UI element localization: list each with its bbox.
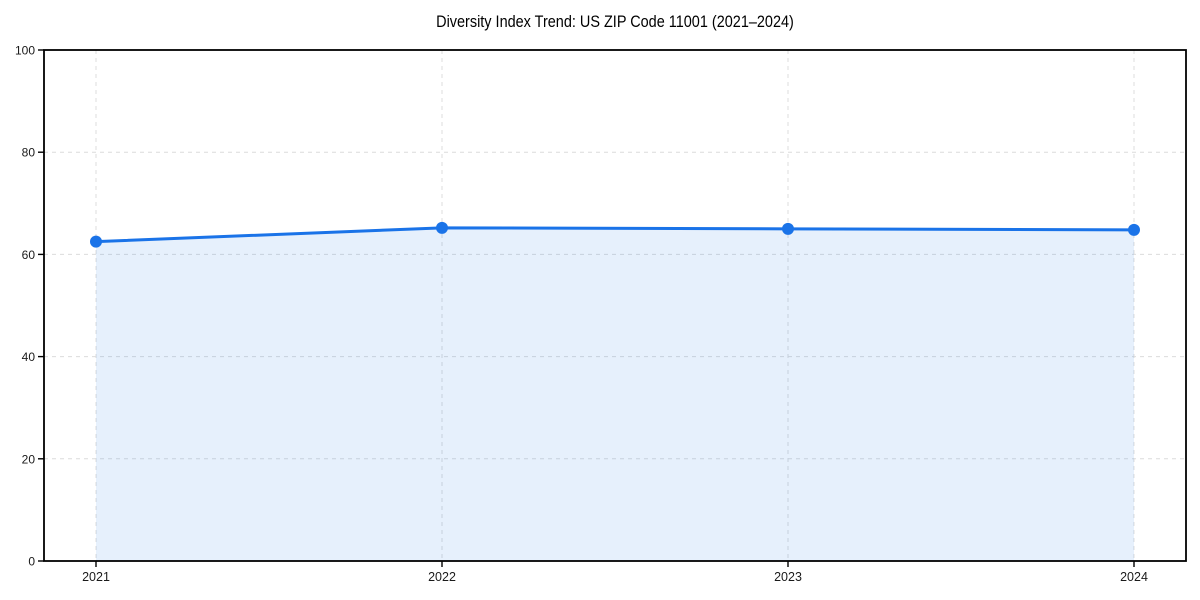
data-point: [436, 221, 448, 234]
x-tick-label: 2023: [774, 570, 802, 584]
plot-border: [43, 49, 1187, 562]
data-point: [782, 222, 794, 235]
y-tick-label: 80: [22, 146, 36, 160]
trend-line: [94, 226, 1136, 244]
y-tick-label: 20: [22, 452, 36, 466]
x-tick-label: 2021: [82, 570, 110, 584]
data-point: [90, 235, 102, 248]
data-point: [1128, 223, 1140, 236]
x-tick-label: 2024: [1120, 570, 1148, 584]
y-tick-label: 0: [28, 555, 35, 569]
y-tick-label: 40: [22, 350, 36, 364]
chart-title: Diversity Index Trend: US ZIP Code 11001…: [436, 12, 794, 31]
y-tick-label: 100: [15, 44, 35, 58]
area-fill: [96, 227, 1134, 561]
x-tick-label: 2022: [428, 570, 456, 584]
y-tick-label: 60: [22, 248, 36, 262]
